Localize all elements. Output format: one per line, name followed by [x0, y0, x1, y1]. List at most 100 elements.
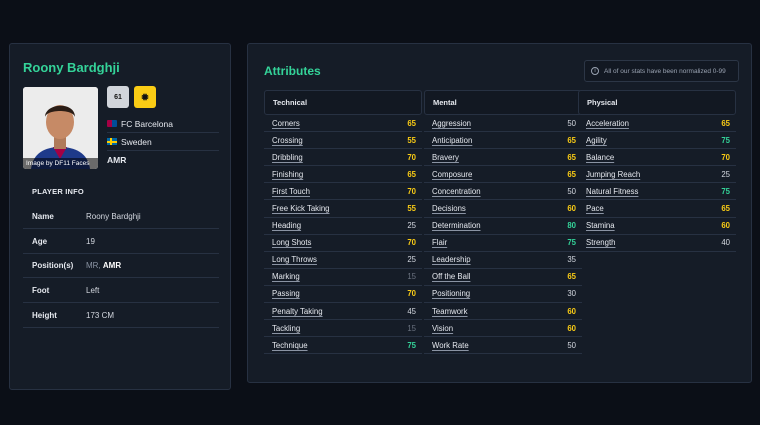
primary-position-value: AMR — [102, 260, 122, 270]
attribute-name-link[interactable]: Composure — [432, 169, 473, 179]
attribute-name-link[interactable]: Stamina — [586, 221, 615, 231]
attribute-value: 60 — [567, 323, 576, 333]
attribute-row: Vision 60 — [424, 320, 582, 338]
attribute-value: 35 — [567, 255, 576, 265]
attribute-value: 75 — [721, 186, 730, 196]
attribute-name-link[interactable]: Determination — [432, 221, 481, 231]
attribute-value: 25 — [721, 169, 730, 179]
club-name[interactable]: FC Barcelona — [121, 118, 173, 129]
info-label: Name — [32, 211, 54, 221]
attribute-name-link[interactable]: Jumping Reach — [586, 169, 641, 179]
attribute-name-link[interactable]: Long Shots — [272, 238, 312, 248]
attribute-name-link[interactable]: Technique — [272, 340, 308, 350]
attribute-value: 60 — [721, 221, 730, 231]
attribute-row: Free Kick Taking 55 — [264, 200, 422, 218]
attribute-value: 15 — [407, 272, 416, 282]
attribute-name-link[interactable]: Tackling — [272, 323, 301, 333]
attribute-name-link[interactable]: Decisions — [432, 204, 466, 214]
nation-line: Sweden — [107, 133, 219, 151]
attribute-name-link[interactable]: Balance — [586, 152, 615, 162]
attribute-name-link[interactable]: Corners — [272, 118, 300, 128]
attribute-value: 50 — [567, 186, 576, 196]
attribute-row: Flair 75 — [424, 235, 582, 252]
attribute-name-link[interactable]: Teamwork — [432, 306, 468, 316]
attribute-name-link[interactable]: Off the Ball — [432, 272, 471, 282]
attribute-name-link[interactable]: Dribbling — [272, 152, 303, 162]
attribute-row: Concentration 50 — [424, 183, 582, 201]
attribute-row: Tackling 15 — [264, 320, 422, 338]
attribute-row: Marking 15 — [264, 269, 422, 286]
attribute-name-link[interactable]: Aggression — [432, 118, 472, 128]
info-row-age: Age 19 — [23, 229, 219, 254]
info-row-name: Name Roony Bardghji — [23, 204, 219, 229]
photo-credit: Image by DF11 Faces — [23, 158, 98, 169]
attribute-row: Leadership 35 — [424, 252, 582, 269]
attribute-name-link[interactable]: Finishing — [272, 169, 304, 179]
attribute-row: Positioning 30 — [424, 286, 582, 304]
attribute-name-link[interactable]: Heading — [272, 221, 302, 231]
attribute-name-link[interactable]: Leadership — [432, 255, 471, 265]
attribute-value: 65 — [567, 152, 576, 162]
attribute-column-header: Technical — [264, 90, 422, 115]
attribute-column-header: Physical — [578, 90, 736, 115]
attribute-name-link[interactable]: Natural Fitness — [586, 186, 639, 196]
attribute-row: Passing 70 — [264, 286, 422, 304]
attribute-name-link[interactable]: Vision — [432, 323, 454, 333]
attribute-row: Heading 25 — [264, 218, 422, 235]
attribute-row: Anticipation 65 — [424, 132, 582, 150]
attributes-panel: Attributes i All of our stats have been … — [247, 43, 752, 383]
attribute-value: 75 — [567, 238, 576, 248]
attribute-row: Off the Ball 65 — [424, 269, 582, 286]
position-line: AMR — [107, 151, 219, 169]
attribute-name-link[interactable]: Agility — [586, 135, 607, 145]
attribute-name-link[interactable]: First Touch — [272, 186, 310, 196]
attribute-name-link[interactable]: Anticipation — [432, 135, 473, 145]
attribute-name-link[interactable]: Pace — [586, 204, 604, 214]
attribute-name-link[interactable]: Bravery — [432, 152, 459, 162]
attribute-value: 40 — [721, 238, 730, 248]
attribute-value: 65 — [721, 118, 730, 128]
attribute-value: 70 — [407, 238, 416, 248]
attributes-title: Attributes — [264, 64, 321, 78]
player-profile-panel: Roony Bardghji Image by DF11 Faces 61 ✹ … — [9, 43, 231, 390]
normalization-notice: i All of our stats have been normalized … — [584, 60, 739, 82]
attribute-value: 80 — [567, 221, 576, 231]
attribute-row: Determination 80 — [424, 218, 582, 235]
attribute-value: 75 — [407, 340, 416, 350]
club-line: FC Barcelona — [107, 115, 219, 133]
attribute-value: 65 — [567, 169, 576, 179]
info-row-positions: Position(s) MR, AMR — [23, 253, 219, 278]
info-row-height: Height 173 CM — [23, 303, 219, 328]
attribute-name-link[interactable]: Strength — [586, 238, 616, 248]
info-icon: i — [591, 67, 599, 75]
nation-name[interactable]: Sweden — [121, 136, 152, 147]
attribute-name-link[interactable]: Penalty Taking — [272, 306, 323, 316]
attribute-row: Teamwork 60 — [424, 303, 582, 321]
attribute-row: Dribbling 70 — [264, 149, 422, 167]
attribute-name-link[interactable]: Passing — [272, 289, 300, 299]
attribute-name-link[interactable]: Flair — [432, 238, 448, 248]
info-label: Foot — [32, 285, 50, 295]
attribute-row: Stamina 60 — [578, 218, 736, 235]
attribute-row: Technique 75 — [264, 337, 422, 355]
attribute-name-link[interactable]: Long Throws — [272, 255, 317, 265]
attribute-name-link[interactable]: Concentration — [432, 186, 481, 196]
player-info-title: PLAYER INFO — [32, 187, 84, 196]
attribute-row: Long Shots 70 — [264, 235, 422, 252]
attribute-name-link[interactable]: Free Kick Taking — [272, 204, 330, 214]
player-name: Roony Bardghji — [23, 60, 120, 75]
info-value: 19 — [86, 236, 95, 246]
attribute-value: 55 — [407, 204, 416, 214]
attribute-value: 15 — [407, 323, 416, 333]
attribute-name-link[interactable]: Acceleration — [586, 118, 629, 128]
attribute-row: Crossing 55 — [264, 132, 422, 150]
attribute-name-link[interactable]: Work Rate — [432, 340, 469, 350]
attribute-name-link[interactable]: Marking — [272, 272, 300, 282]
secondary-position: MR, — [86, 260, 101, 270]
info-label: Height — [32, 310, 57, 320]
attribute-row: Strength 40 — [578, 235, 736, 252]
attribute-row: Jumping Reach 25 — [578, 166, 736, 184]
attribute-name-link[interactable]: Positioning — [432, 289, 471, 299]
attribute-name-link[interactable]: Crossing — [272, 135, 303, 145]
attribute-value: 65 — [567, 135, 576, 145]
